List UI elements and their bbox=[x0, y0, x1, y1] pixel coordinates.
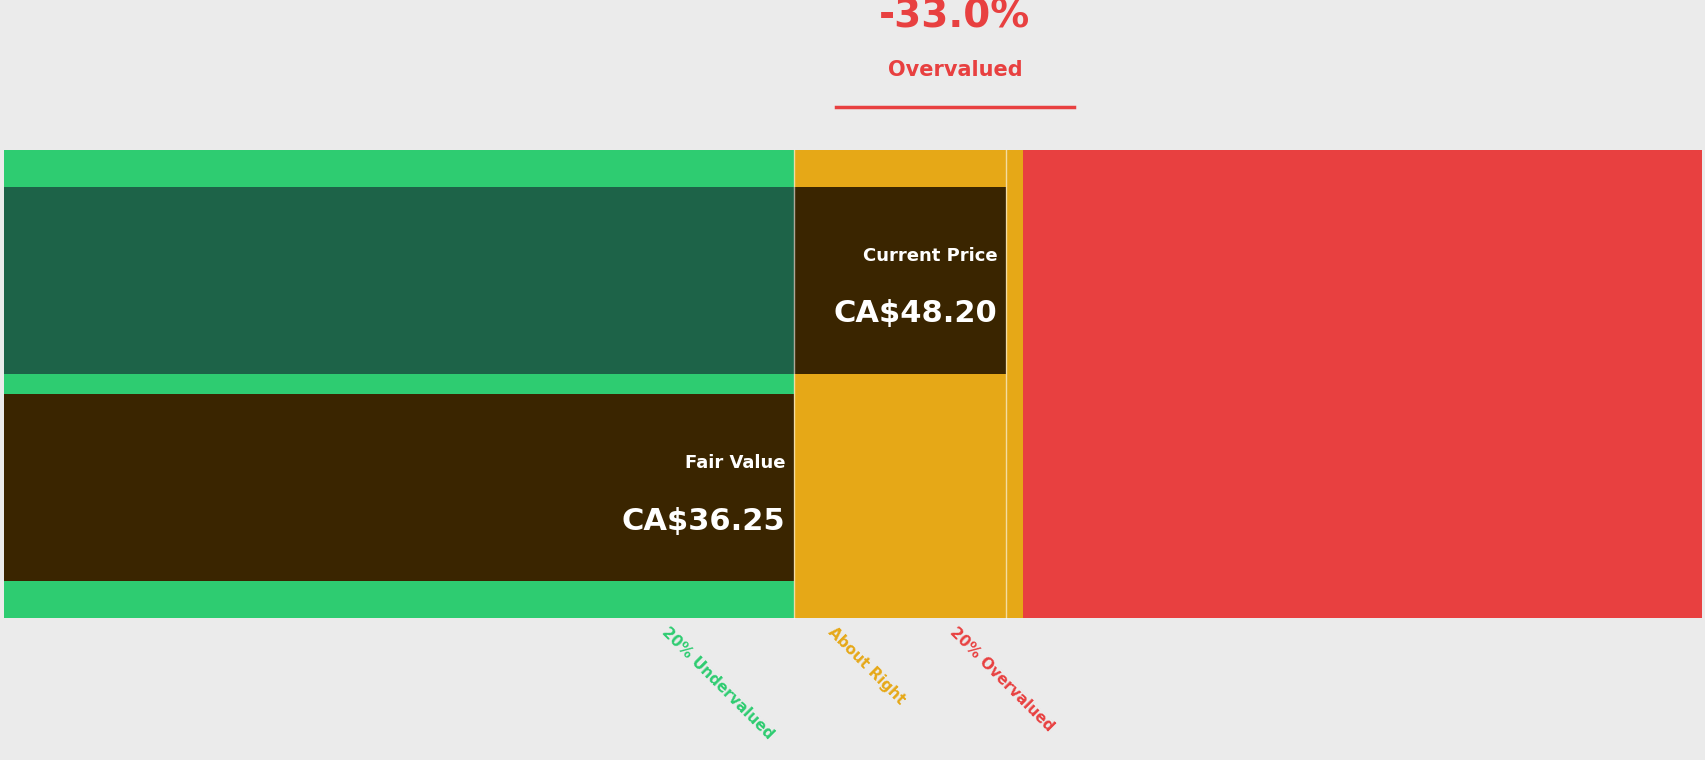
Bar bbox=[793, 150, 1023, 618]
Text: Fair Value: Fair Value bbox=[684, 454, 784, 472]
Bar bbox=[1023, 150, 1702, 618]
Bar bbox=[3, 187, 793, 374]
Text: Current Price: Current Price bbox=[863, 247, 997, 265]
Bar bbox=[3, 394, 793, 581]
Bar bbox=[3, 150, 793, 618]
Text: CA$36.25: CA$36.25 bbox=[621, 506, 784, 536]
Text: Overvalued: Overvalued bbox=[887, 60, 1021, 80]
Text: -33.0%: -33.0% bbox=[878, 0, 1030, 36]
Text: 20% Undervalued: 20% Undervalued bbox=[658, 624, 776, 742]
Text: 20% Overvalued: 20% Overvalued bbox=[946, 624, 1055, 734]
Text: CA$48.20: CA$48.20 bbox=[834, 299, 997, 328]
Bar bbox=[3, 394, 793, 581]
Bar bbox=[793, 187, 1006, 374]
Text: About Right: About Right bbox=[825, 624, 907, 708]
